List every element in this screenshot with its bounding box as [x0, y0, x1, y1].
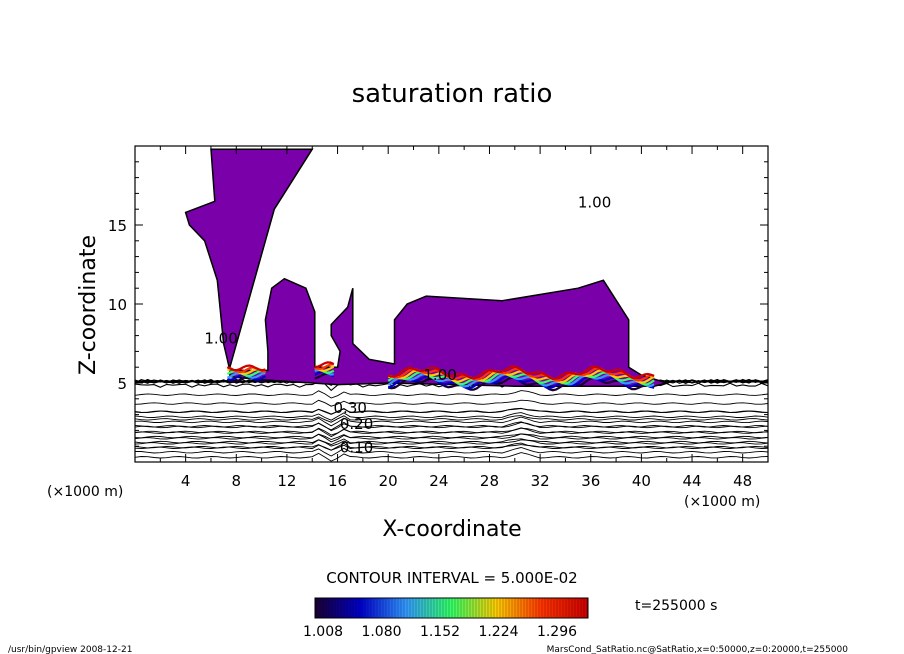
contour-line: [135, 438, 768, 446]
saturation-band: [387, 365, 655, 380]
saturation-band: [226, 364, 266, 372]
x-tick-label: 16: [328, 472, 347, 490]
colorbar: [314, 597, 589, 619]
contour-line: [135, 416, 768, 427]
footer-left: /usr/bin/gpview 2008-12-21: [8, 645, 132, 654]
contour-label: 1.00: [578, 194, 611, 212]
chart-title: saturation ratio: [352, 79, 553, 109]
x-tick-label: 8: [232, 472, 242, 490]
x-axis-label: X-coordinate: [382, 517, 521, 542]
x-tick-label: 44: [682, 472, 701, 490]
colorbar-label: 1.080: [361, 624, 401, 640]
x-tick-label: 48: [733, 472, 752, 490]
saturation-band: [314, 361, 335, 369]
contour-line: [135, 415, 768, 423]
colorbar-label: 1.152: [420, 624, 460, 640]
high-saturation-bands: [226, 361, 655, 392]
contour-label: 0.20: [340, 415, 373, 433]
y-axis-label: Z-coordinate: [76, 235, 101, 375]
colorbar-labels: 1.008 1.080 1.152 1.224 1.296: [303, 624, 577, 640]
x-tick-label: 40: [632, 472, 651, 490]
saturation-band: [226, 370, 266, 377]
contour-line: [135, 408, 768, 415]
contour-line: [135, 444, 768, 451]
contour-line: [135, 421, 768, 431]
plot-area: [135, 148, 768, 462]
contour-line: [135, 399, 768, 407]
saturation-band: [314, 363, 334, 370]
contour-line: [135, 412, 768, 421]
colorbar-label: 1.296: [537, 624, 577, 640]
y-tick-label: 10: [108, 296, 127, 314]
contour-line: [135, 452, 768, 462]
contour-lines: [135, 375, 768, 462]
contour-line: [135, 390, 768, 399]
contour-line: [135, 427, 768, 438]
supersaturation-region: [184, 148, 670, 387]
x-tick-label: 36: [581, 472, 600, 490]
y-tick-label: 15: [108, 217, 127, 235]
y-axis-ticks: 5 10 15: [108, 161, 768, 447]
x-unit-right: (×1000 m): [684, 494, 760, 510]
contour-line: [135, 433, 768, 443]
footer-right: MarsCond_SatRatio.nc@SatRatio,x=0:50000,…: [547, 645, 849, 654]
x-tick-label: 12: [277, 472, 296, 490]
contour-label: 1.00: [423, 366, 456, 384]
contour-label: 0.10: [340, 439, 373, 457]
x-tick-label: 32: [531, 472, 550, 490]
contour-line: [135, 442, 768, 451]
contour-label: 1.00: [204, 330, 237, 348]
colorbar-label: 1.224: [478, 624, 518, 640]
contour-interval-label: CONTOUR INTERVAL = 5.000E-02: [326, 569, 577, 587]
time-label: t=255000 s: [635, 598, 717, 614]
x-tick-label: 24: [429, 472, 448, 490]
contour-line: [135, 439, 768, 447]
colorbar-label: 1.008: [303, 624, 343, 640]
colorbar-stripes: [316, 599, 588, 617]
x-tick-label: 4: [181, 472, 191, 490]
x-tick-label: 20: [379, 472, 398, 490]
contour-label: 0.30: [334, 399, 367, 417]
contour-labels: 0.10 0.200.30 1.00 1.00 1.00: [204, 194, 611, 457]
x-tick-label: 28: [480, 472, 499, 490]
y-tick-label: 5: [117, 375, 127, 393]
contour-line: [135, 447, 768, 457]
x-axis-ticks: 4 8 12 16 20 24 28 32 36 40 44 48: [159, 146, 752, 490]
x-unit-left: (×1000 m): [47, 484, 123, 500]
